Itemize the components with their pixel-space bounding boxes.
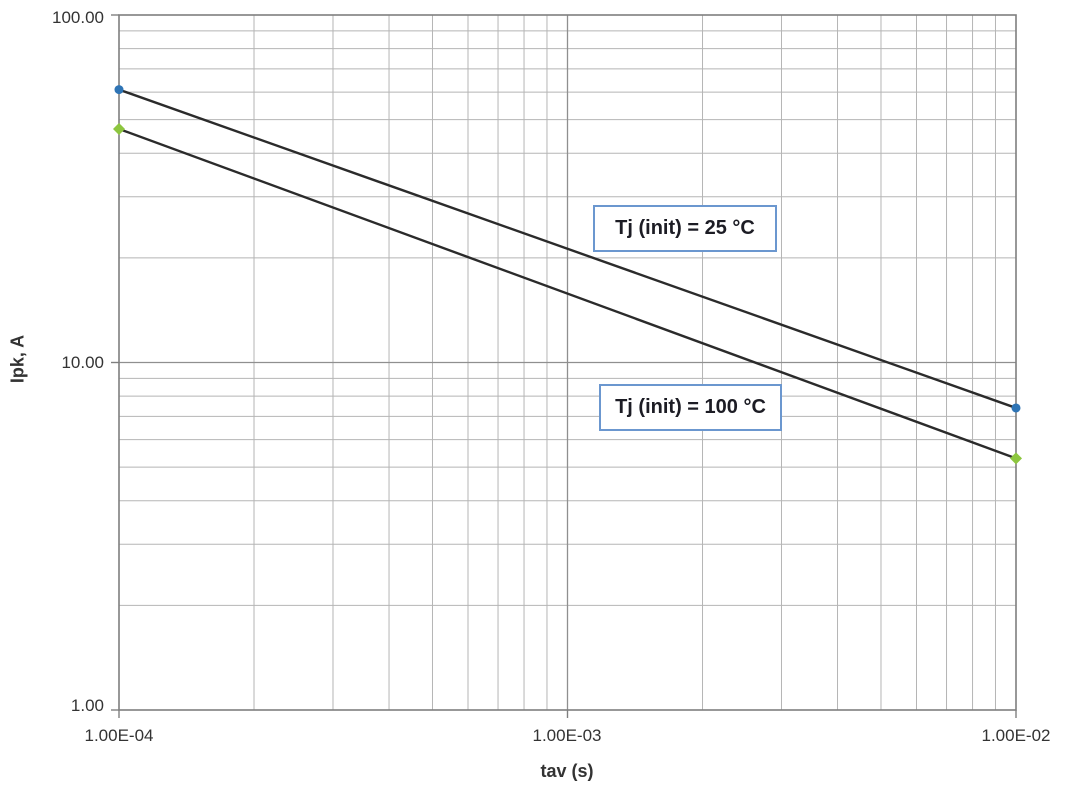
x-tick-label-1e-2: 1.00E-02 [981,726,1051,745]
x-tick-label-1e-4: 1.00E-04 [84,726,154,745]
y-tick-label-10: 10.00 [61,353,104,372]
annotation-tj-100: Tj (init) = 100 °C [599,384,782,431]
annotation-tj-25: Tj (init) = 25 °C [593,205,777,252]
x-axis-title: tav (s) [540,761,594,781]
x-tick-label-1e-3: 1.00E-03 [532,726,602,745]
y-axis-title: Ipk, A [7,334,28,384]
y-tick-label-100: 100.00 [52,8,104,27]
y-tick-label-1: 1.00 [70,696,104,715]
